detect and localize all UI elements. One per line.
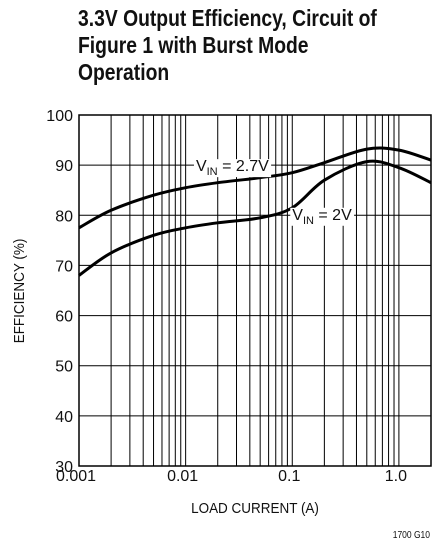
title-line: 3.3V Output Efficiency, Circuit of — [78, 7, 378, 32]
y-tick-label: 30 — [55, 459, 73, 476]
footnote: 1700 G10 — [393, 529, 430, 540]
annotation-part: = 2.7V — [218, 158, 269, 175]
annotation-part: IN — [303, 215, 314, 227]
x-axis-label: LOAD CURRENT (A) — [191, 500, 319, 517]
annotation-text: VIN = 2V — [292, 207, 352, 227]
x-tick-label: 0.001 — [56, 468, 96, 485]
x-tick-label: 0.01 — [167, 468, 198, 485]
x-tick-label: 1.0 — [385, 468, 407, 485]
y-tick-label: 100 — [46, 108, 73, 125]
y-tick-label: 60 — [55, 309, 73, 326]
annotation-text: VIN = 2.7V — [196, 158, 269, 178]
y-tick-label: 90 — [55, 158, 73, 175]
series-line — [78, 146, 432, 230]
x-tick-label: 0.1 — [278, 468, 300, 485]
annotation-part: V — [292, 207, 303, 224]
y-tick-label: 70 — [55, 258, 73, 275]
annotation-part: IN — [207, 166, 218, 178]
y-tick-label: 50 — [55, 359, 73, 376]
annotation: VIN = 2.7V — [193, 158, 272, 178]
y-tick-label: 40 — [55, 409, 73, 426]
annotation-bg — [290, 207, 355, 226]
y-tick-label: 80 — [55, 208, 73, 225]
title-line: Operation — [78, 61, 169, 86]
annotation: VIN = 2V — [290, 207, 355, 227]
annotation-part: = 2V — [314, 207, 352, 224]
title: 3.3V Output Efficiency, Circuit of Figur… — [78, 7, 378, 86]
annotation-bg — [193, 159, 272, 178]
y-axis-label: EFFICIENCY (%) — [11, 239, 28, 344]
annotation-part: V — [196, 158, 207, 175]
series-line — [78, 159, 432, 277]
plot-frame — [78, 114, 432, 467]
title-line: Figure 1 with Burst Mode — [78, 34, 309, 59]
